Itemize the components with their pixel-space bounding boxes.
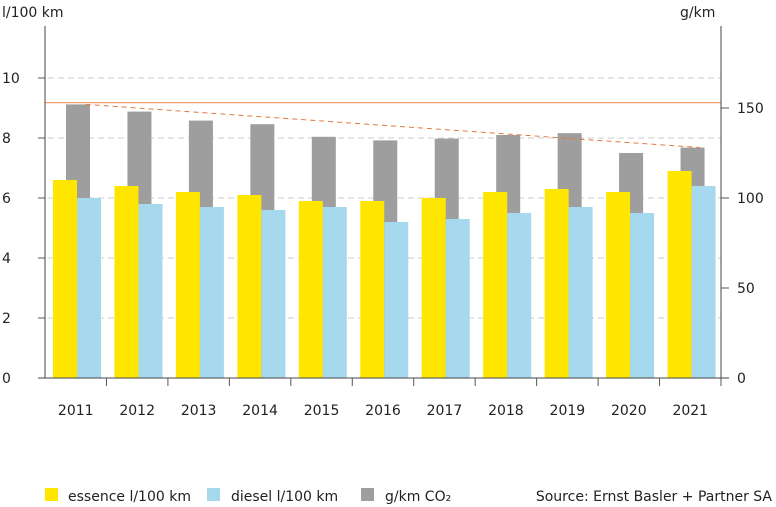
x-tick-label-2012: 2012 xyxy=(119,403,155,419)
x-tick-label-2019: 2019 xyxy=(550,403,586,419)
bar-essence-2018 xyxy=(483,192,508,378)
legend-swatch-essence xyxy=(45,488,58,501)
bar-diesel-2021 xyxy=(691,186,716,378)
y-left-tick-label-0: 0 xyxy=(2,371,11,387)
legend-swatch-co2 xyxy=(361,488,374,501)
bar-diesel-2015 xyxy=(322,207,347,378)
y-right-tick-label-1: 50 xyxy=(737,281,755,297)
y-right-tick-label-0: 0 xyxy=(737,371,746,387)
bar-essence-2016 xyxy=(360,201,385,378)
axes xyxy=(38,26,729,379)
x-tick-label-2016: 2016 xyxy=(365,403,401,419)
bar-diesel-2011 xyxy=(77,198,101,378)
bar-diesel-2013 xyxy=(199,207,224,378)
bar-diesel-2017 xyxy=(445,219,470,378)
bar-essence-2014 xyxy=(237,195,262,378)
y-axis-left-label: l/100 km xyxy=(2,5,64,21)
y-left-tick-label-3: 6 xyxy=(2,191,11,207)
bar-essence-2020 xyxy=(606,192,631,378)
x-tick-label-2018: 2018 xyxy=(488,403,524,419)
x-tick-label-2017: 2017 xyxy=(427,403,463,419)
x-tick-label-2015: 2015 xyxy=(304,403,340,419)
legend-swatch-diesel xyxy=(207,488,220,501)
y-left-tick-label-2: 4 xyxy=(2,251,11,267)
bar-essence-2015 xyxy=(298,201,323,378)
x-tick-label-2011: 2011 xyxy=(58,403,94,419)
bar-diesel-2012 xyxy=(138,204,163,378)
bar-diesel-2020 xyxy=(630,213,655,378)
bar-essence-2019 xyxy=(544,189,569,378)
bar-essence-2017 xyxy=(421,198,446,378)
bar-essence-2013 xyxy=(175,192,200,378)
y-left-tick-label-4: 8 xyxy=(2,131,11,147)
x-tick-label-2013: 2013 xyxy=(181,403,217,419)
y-left-tick-label-5: 10 xyxy=(2,71,20,87)
legend-label-co2: g/km CO₂ xyxy=(385,489,451,505)
y-right-tick-label-3: 150 xyxy=(737,101,764,117)
bar-diesel-2019 xyxy=(568,207,593,378)
y-axis-right-label: g/km xyxy=(680,5,715,21)
bar-diesel-2016 xyxy=(384,222,409,378)
x-tick-label-2021: 2021 xyxy=(672,403,708,419)
x-tick-label-2014: 2014 xyxy=(242,403,278,419)
y-left-tick-label-1: 2 xyxy=(2,311,11,327)
bar-diesel-2018 xyxy=(507,213,532,378)
overlay-lines xyxy=(45,101,721,149)
y-axis-left-ticks: 0 2 4 6 8 10 xyxy=(2,71,45,387)
legend-label-essence: essence l/100 km xyxy=(68,489,191,505)
bar-essence-2021 xyxy=(667,171,692,378)
bars xyxy=(53,104,716,379)
trend-line xyxy=(85,103,701,149)
bar-essence-2011 xyxy=(53,180,77,378)
y-right-tick-label-2: 100 xyxy=(737,191,764,207)
legend-label-diesel: diesel l/100 km xyxy=(231,489,338,505)
source-note: Source: Ernst Basler + Partner SA xyxy=(536,489,773,505)
legend: essence l/100 km diesel l/100 km g/km CO… xyxy=(45,488,451,505)
bar-essence-2012 xyxy=(114,186,139,378)
bar-diesel-2014 xyxy=(261,210,286,378)
x-axis-ticks: 2011 2012 2013 2014 2015 2016 2017 2018 2019 2020… xyxy=(58,378,722,419)
y-axis-right-ticks: 0 50 100 150 xyxy=(721,101,764,387)
x-tick-label-2020: 2020 xyxy=(611,403,647,419)
